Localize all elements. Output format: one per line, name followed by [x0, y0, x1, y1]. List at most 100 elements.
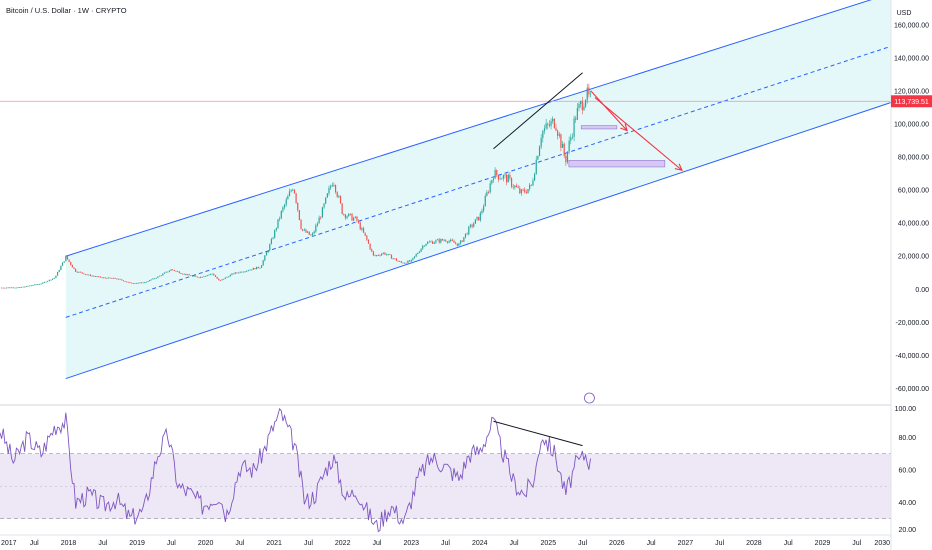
time-tick-label: Jul [510, 540, 519, 547]
candle-body [252, 268, 254, 270]
time-tick-label: 2027 [678, 540, 694, 547]
candle-body [10, 287, 13, 289]
rsi-trendline[interactable] [493, 420, 583, 447]
candle-body [392, 258, 394, 260]
currency-label[interactable]: USD [897, 10, 912, 17]
candle-body [308, 231, 310, 235]
candle-body [213, 273, 215, 276]
candle-body [430, 241, 432, 243]
candle-body [339, 196, 342, 204]
candle-body [555, 127, 557, 131]
candle-body [122, 280, 124, 282]
candle-body [254, 268, 256, 270]
candle-body [293, 189, 296, 194]
event-marker-icon[interactable] [584, 392, 595, 404]
candle-body [86, 274, 88, 276]
time-tick-label: Jul [715, 540, 724, 547]
candle-body [43, 281, 46, 283]
candle-body [455, 242, 457, 244]
candle-body [573, 118, 575, 137]
candle-body [147, 281, 149, 282]
candle-body [237, 272, 240, 274]
price-tick-label: 120,000.00 [894, 88, 929, 95]
candle-body [129, 282, 131, 284]
candle-body [94, 276, 97, 277]
candle-body [219, 280, 222, 282]
candle-body [367, 239, 370, 244]
candle-body [433, 242, 435, 244]
candle-body [415, 254, 417, 257]
candle-body [407, 260, 409, 264]
time-tick-label: Jul [30, 540, 39, 547]
candle-body [229, 274, 231, 277]
candle-body [445, 240, 447, 242]
channel-middle-line[interactable] [65, 45, 892, 318]
candle-body [50, 279, 52, 281]
candle-body [145, 281, 147, 283]
candle-body [89, 274, 92, 276]
candle-body [19, 286, 21, 288]
candle-body [346, 216, 348, 218]
candle-body [173, 270, 175, 271]
candle-body [188, 274, 190, 276]
candle-body [191, 275, 194, 277]
rsi-tick-label: 40.00 [898, 500, 916, 507]
channel-upper-line[interactable] [65, 0, 891, 257]
forecast-arrow-2[interactable] [594, 97, 682, 171]
candle-body [553, 118, 555, 128]
candle-body [563, 143, 565, 156]
time-tick-label: 2030 [874, 540, 890, 547]
time-tick-label: Jul [784, 540, 793, 547]
time-tick-label: 2021 [266, 540, 282, 547]
candle-body [135, 282, 138, 284]
candle-body [208, 274, 210, 276]
candle-body [320, 217, 322, 219]
candle-body [307, 231, 309, 233]
candle-body [330, 186, 332, 188]
candle-body [280, 210, 282, 219]
candle-body [7, 287, 9, 289]
candle-body [410, 259, 412, 262]
candle-body [61, 262, 64, 267]
target-zone-2[interactable] [568, 160, 666, 168]
time-tick-label: 2026 [609, 540, 625, 547]
candle-body [479, 213, 481, 221]
candle-body [17, 287, 19, 289]
candle-body [247, 270, 249, 272]
candle-body [158, 275, 161, 277]
forecast-arrow-1[interactable] [590, 90, 627, 131]
candle-body [200, 276, 202, 278]
candle-body [180, 273, 182, 274]
candle-body [529, 184, 531, 189]
candle-body [354, 216, 356, 219]
candle-body [432, 241, 434, 244]
candle-body [351, 213, 353, 221]
candle-body [195, 275, 197, 277]
candle-body [24, 286, 26, 288]
candle-body [251, 269, 253, 271]
time-tick-label: Jul [167, 540, 176, 547]
candle-body [52, 278, 54, 280]
candle-body [382, 252, 384, 254]
candle-body [96, 276, 98, 278]
target-zone-1[interactable] [580, 125, 618, 130]
candle-body [446, 241, 449, 243]
candle-body [205, 275, 207, 277]
channel-fill [65, 0, 891, 379]
price-trendline[interactable] [493, 72, 583, 150]
candle-body [400, 261, 402, 263]
candle-body [478, 216, 480, 221]
candle-body [305, 229, 307, 233]
price-tick-label: 160,000.00 [894, 22, 929, 29]
candle-body [264, 255, 266, 261]
rsi-line[interactable] [0, 407, 591, 533]
candle-body [190, 275, 192, 277]
time-tick-label: 2028 [746, 540, 762, 547]
candle-body [201, 276, 203, 278]
channel-lower-line[interactable] [65, 102, 892, 380]
candle-body [381, 253, 383, 256]
candle-body [112, 277, 115, 279]
candle-body [436, 239, 439, 241]
